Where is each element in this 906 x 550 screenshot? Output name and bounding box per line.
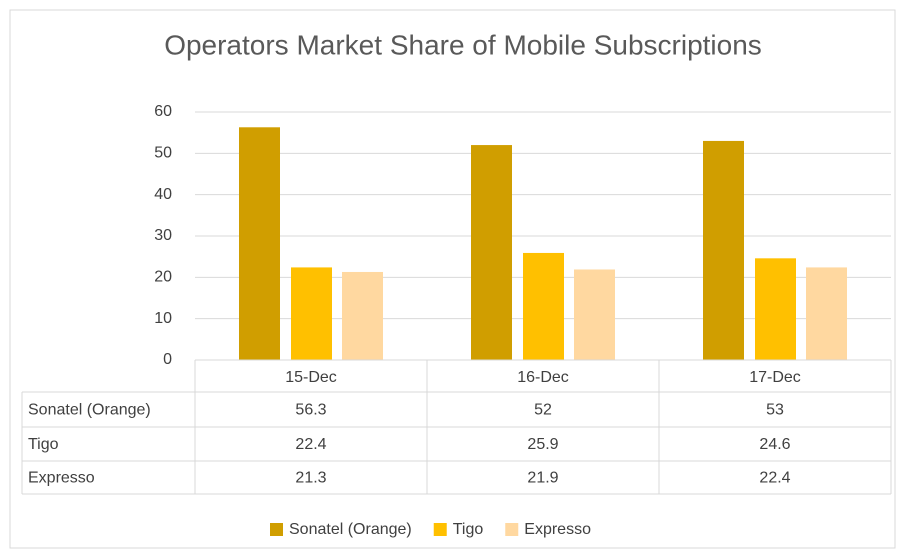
table-row-label: Tigo (28, 436, 59, 453)
legend-swatch (270, 523, 283, 536)
y-tick-label: 0 (163, 351, 172, 368)
x-tick-label: 17-Dec (749, 369, 801, 386)
legend-label: Tigo (453, 521, 484, 538)
y-tick-label: 30 (154, 227, 172, 244)
legend-label: Sonatel (Orange) (289, 521, 412, 538)
legend-label: Expresso (524, 521, 591, 538)
table-value: 53 (766, 402, 784, 419)
bar (342, 271, 383, 360)
bar (755, 258, 796, 360)
bar (239, 127, 280, 360)
bar (523, 252, 564, 360)
bar (806, 267, 847, 360)
y-tick-label: 50 (154, 145, 172, 162)
chart-title: Operators Market Share of Mobile Subscri… (164, 29, 762, 60)
table-value: 56.3 (295, 402, 326, 419)
y-tick-label: 10 (154, 310, 172, 327)
table-value: 22.4 (759, 470, 790, 487)
legend-swatch (505, 523, 519, 536)
table-value: 21.9 (527, 470, 558, 487)
bar (471, 145, 512, 360)
x-tick-label: 15-Dec (285, 369, 337, 386)
y-tick-label: 60 (154, 103, 172, 120)
table-value: 21.3 (295, 470, 326, 487)
bar (291, 267, 332, 360)
y-tick-label: 20 (154, 269, 172, 286)
bar (703, 140, 744, 360)
bar (574, 269, 615, 360)
table-value: 52 (534, 402, 552, 419)
table-row-label: Sonatel (Orange) (28, 402, 151, 419)
table-value: 24.6 (759, 436, 790, 453)
x-tick-label: 16-Dec (517, 369, 569, 386)
y-tick-label: 40 (154, 186, 172, 203)
table-value: 22.4 (295, 436, 326, 453)
table-value: 25.9 (527, 436, 558, 453)
table-row-label: Expresso (28, 470, 95, 487)
legend-swatch (433, 523, 447, 536)
chart-border (9, 9, 896, 549)
